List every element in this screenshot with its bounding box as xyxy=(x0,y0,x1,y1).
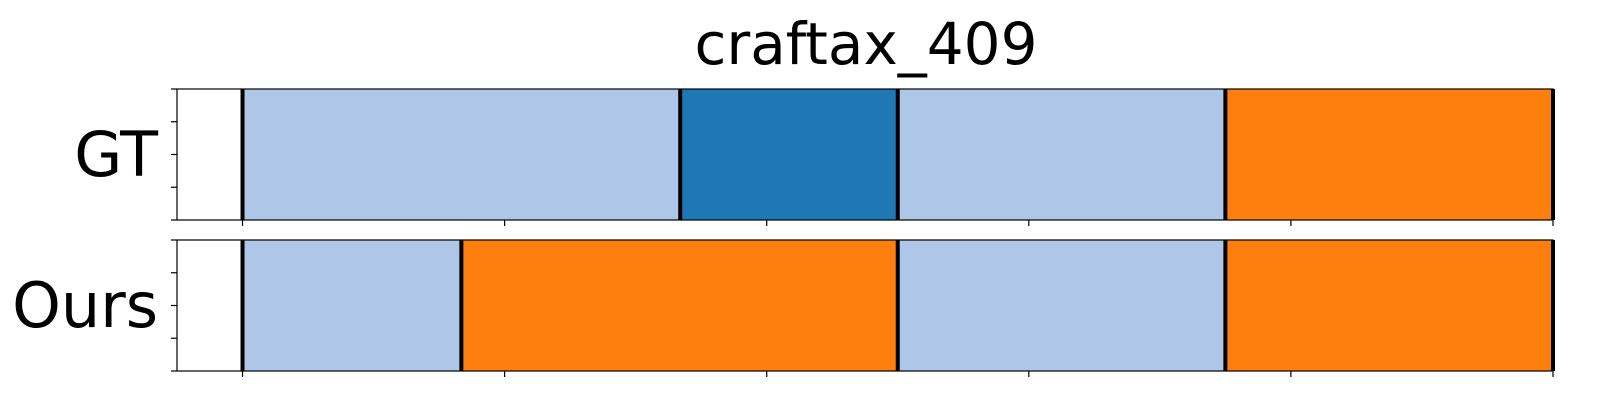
segment-orange xyxy=(461,240,898,371)
segment-light-blue xyxy=(897,89,1226,220)
row-label: GT xyxy=(74,118,159,191)
segment-orange xyxy=(1225,89,1553,220)
rows-layer: GT Ours xyxy=(12,88,1555,377)
segment-dark-blue xyxy=(680,89,898,220)
segment-light-blue xyxy=(242,89,681,220)
row-label: Ours xyxy=(12,269,158,342)
row-ours: Ours xyxy=(12,239,1555,377)
segment-orange xyxy=(1225,240,1553,371)
chart-title: craftax_409 xyxy=(695,10,1038,78)
row-gt: GT xyxy=(74,88,1555,226)
segment-light-blue xyxy=(242,240,462,371)
segment-light-blue xyxy=(897,240,1226,371)
